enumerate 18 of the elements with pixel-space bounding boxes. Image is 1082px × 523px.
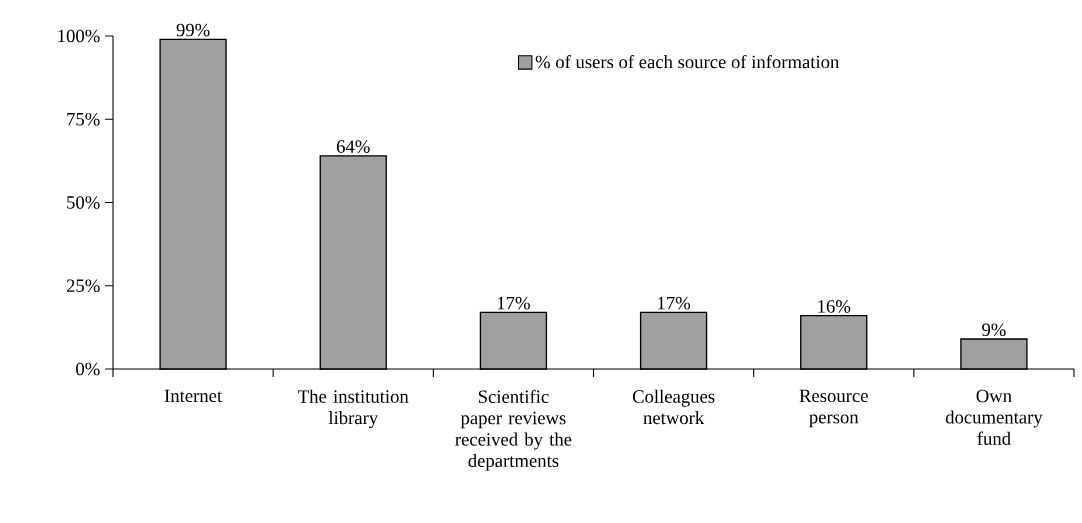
- legend-label: % of users of each source of information: [535, 54, 840, 69]
- y-tick-label: 25%: [66, 279, 100, 293]
- x-tick-label: The institution library: [298, 389, 409, 429]
- y-tick-label: 75%: [67, 112, 100, 126]
- text: 16%: [818, 300, 851, 313]
- text: 17%: [497, 296, 530, 310]
- text: 99%: [176, 23, 210, 37]
- x-tick-label: Own documentary fund: [945, 389, 1043, 445]
- x-tick-label: Internet: [164, 389, 223, 403]
- text: 9%: [982, 323, 1006, 337]
- text: 64%: [336, 140, 370, 153]
- x-tick-label: Resource person: [799, 389, 868, 428]
- x-tick-label: Colleagues network: [632, 389, 715, 425]
- y-tick-label: 50%: [67, 196, 100, 209]
- x-tick-label: Scientific paper reviews received by the departments: [455, 389, 572, 471]
- y-tick-label: 0%: [76, 362, 100, 376]
- y-tick-label: 100%: [58, 29, 100, 43]
- text: 17%: [658, 296, 691, 310]
